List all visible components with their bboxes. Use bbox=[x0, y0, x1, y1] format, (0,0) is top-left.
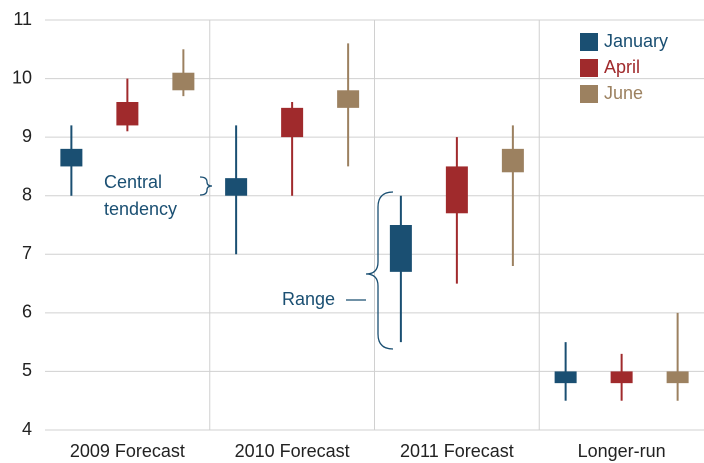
central-box bbox=[337, 90, 360, 108]
central-box bbox=[281, 107, 304, 138]
y-tick-label: 10 bbox=[12, 67, 32, 87]
grid bbox=[45, 19, 704, 431]
y-tick-label: 8 bbox=[22, 184, 32, 204]
central-box bbox=[225, 178, 248, 196]
central-box bbox=[554, 371, 577, 384]
range-brace bbox=[365, 191, 394, 350]
central-box bbox=[60, 148, 83, 167]
legend-swatch bbox=[580, 85, 598, 103]
y-tick-label: 9 bbox=[22, 126, 32, 146]
y-tick-label: 4 bbox=[22, 419, 32, 439]
y-tick-label: 6 bbox=[22, 302, 32, 322]
y-tick-label: 5 bbox=[22, 360, 32, 380]
central-brace bbox=[199, 176, 213, 196]
central-box bbox=[501, 148, 524, 173]
legend-swatch bbox=[580, 33, 598, 51]
central-box bbox=[666, 371, 689, 384]
central-box bbox=[445, 166, 468, 214]
central-box bbox=[172, 72, 195, 91]
x-tick-label: 2011 Forecast bbox=[400, 441, 514, 461]
legend-label: June bbox=[604, 83, 643, 103]
y-tick-label: 11 bbox=[13, 9, 32, 29]
annotation: Central bbox=[104, 172, 162, 192]
x-tick-label: 2010 Forecast bbox=[235, 441, 350, 461]
central-box bbox=[116, 102, 139, 126]
annotation: Range bbox=[282, 289, 335, 309]
annotation: tendency bbox=[104, 199, 177, 219]
x-tick-label: 2009 Forecast bbox=[70, 441, 185, 461]
legend-swatch bbox=[580, 59, 598, 77]
legend-label: January bbox=[604, 31, 668, 51]
central-box bbox=[610, 371, 633, 384]
central-box bbox=[389, 225, 412, 272]
x-tick-label: Longer-run bbox=[578, 441, 666, 461]
y-tick-label: 7 bbox=[22, 243, 32, 263]
legend-label: April bbox=[604, 57, 640, 77]
